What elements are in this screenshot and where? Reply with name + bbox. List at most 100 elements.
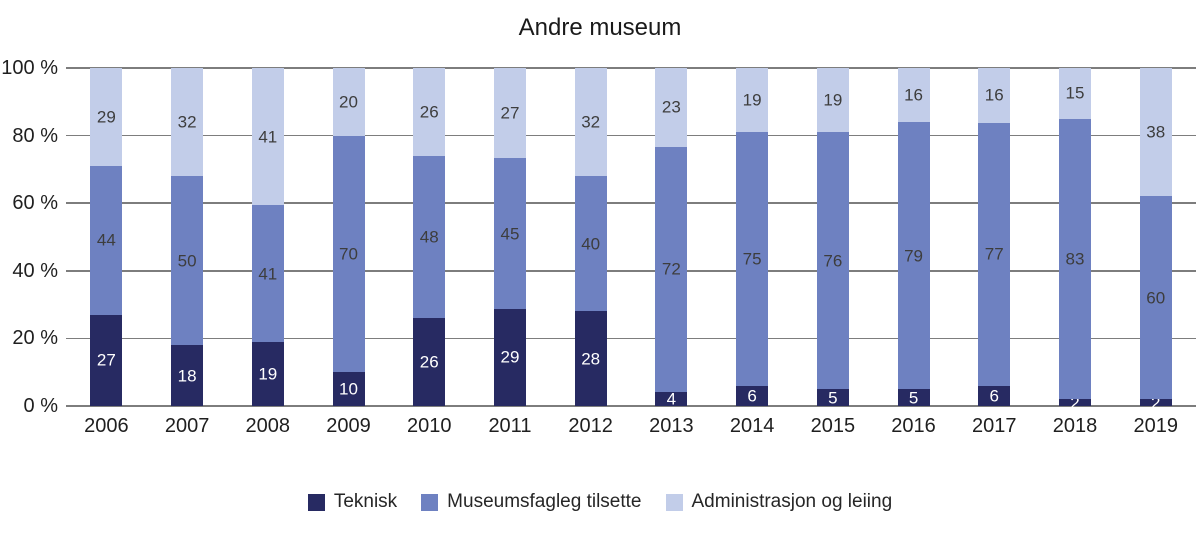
bar-value-label: 10 xyxy=(339,379,358,399)
bar-segment-administrasjon-og-leiing: 16 xyxy=(897,68,930,123)
bar-value-label: 18 xyxy=(177,366,197,386)
y-tick-label-60: 60 % xyxy=(12,192,58,215)
bar-segment-administrasjon-og-leiing: 41 xyxy=(251,68,284,206)
stacked-bar-2012: 28 40 32 xyxy=(574,68,607,406)
bar-value-label: 4 xyxy=(666,389,677,409)
bar-slot-2014: 6 75 19 xyxy=(712,68,793,406)
bar-segment-teknisk: 4 xyxy=(655,391,688,408)
bar-slot-2015: 5 76 19 xyxy=(792,68,873,406)
bar-slot-2009: 10 70 20 xyxy=(308,68,389,406)
bar-value-label: 2 xyxy=(1070,393,1080,413)
stacked-bar-2009: 10 70 20 xyxy=(332,68,365,406)
bar-value-label: 29 xyxy=(500,347,520,367)
x-tick-label-2007: 2007 xyxy=(164,415,210,437)
stacked-bar-2013: 4 72 23 xyxy=(655,68,688,408)
bars-container: 27 44 29 18 50 32 19 41 41 10 70 20 26 48 26 29 45 27 28 40… xyxy=(66,68,1196,411)
bar-segment-teknisk: 29 xyxy=(493,308,526,406)
bar-slot-2017: 6 77 16 xyxy=(954,68,1035,406)
bar-value-label: 16 xyxy=(904,85,923,105)
bar-segment-administrasjon-og-leiing: 26 xyxy=(413,68,446,156)
stacked-bar-2010: 26 48 26 xyxy=(413,68,446,406)
gridline-20 xyxy=(66,337,1196,340)
bar-segment-administrasjon-og-leiing: 19 xyxy=(816,68,849,133)
bar-value-label: 20 xyxy=(339,92,358,112)
x-tick-label-2015: 2015 xyxy=(810,415,856,437)
x-tick-label-2013: 2013 xyxy=(649,415,694,437)
bar-value-label: 19 xyxy=(742,90,762,110)
y-tick-label-20: 20 % xyxy=(12,327,58,350)
bar-segment-museumsfagleg-tilsette: 45 xyxy=(493,158,526,309)
bar-segment-museumsfagleg-tilsette: 75 xyxy=(736,132,769,386)
x-tick-label-2018: 2018 xyxy=(1052,415,1098,437)
bar-value-label: 44 xyxy=(96,230,116,250)
bar-slot-2011: 29 45 27 xyxy=(470,68,551,406)
bar-segment-museumsfagleg-tilsette: 77 xyxy=(978,122,1011,386)
bar-segment-teknisk: 2 xyxy=(1139,394,1172,411)
bar-segment-museumsfagleg-tilsette: 83 xyxy=(1058,118,1091,400)
bar-slot-2010: 26 48 26 xyxy=(389,68,470,406)
bar-segment-administrasjon-og-leiing: 32 xyxy=(171,68,204,177)
bar-segment-teknisk: 5 xyxy=(816,389,849,406)
stacked-bar-2014: 6 75 19 xyxy=(736,68,769,406)
bar-value-label: 45 xyxy=(500,224,520,244)
bar-segment-museumsfagleg-tilsette: 40 xyxy=(574,176,607,312)
chart-title: Andre museum xyxy=(518,14,682,41)
stacked-bar-2007: 18 50 32 xyxy=(171,68,204,406)
y-tick-label-40: 40 % xyxy=(12,259,58,282)
bar-segment-teknisk: 6 xyxy=(978,385,1011,406)
stacked-bar-2006: 27 44 29 xyxy=(90,68,123,406)
stacked-bar-2015: 5 76 19 xyxy=(816,68,849,406)
bar-value-label: 72 xyxy=(661,259,681,279)
bar-value-label: 16 xyxy=(984,85,1004,105)
stacked-bar-2016: 5 79 16 xyxy=(897,68,930,406)
bar-segment-museumsfagleg-tilsette: 60 xyxy=(1139,196,1172,400)
y-tick-label-80: 80 % xyxy=(12,124,58,147)
x-tick-label-2012: 2012 xyxy=(568,415,613,437)
legend-swatch-museumsfagleg-tilsette xyxy=(421,493,439,511)
bar-value-label: 2 xyxy=(1150,393,1161,413)
stacked-bar-2008: 19 41 41 xyxy=(251,68,284,406)
bar-value-label: 48 xyxy=(419,227,439,247)
bar-slot-2019: 2 60 38 xyxy=(1115,68,1196,411)
legend-item-museumsfagleg-tilsette: Museumsfagleg tilsette xyxy=(421,491,642,513)
bar-value-label: 77 xyxy=(984,244,1004,264)
bar-value-label: 6 xyxy=(989,386,999,406)
bar-segment-administrasjon-og-leiing: 27 xyxy=(493,68,526,159)
bar-value-label: 15 xyxy=(1065,83,1085,103)
stacked-bar-2018: 2 83 15 xyxy=(1058,68,1091,411)
x-tick-label-2010: 2010 xyxy=(406,415,452,437)
bar-segment-teknisk: 28 xyxy=(574,311,607,406)
bar-value-label: 60 xyxy=(1146,288,1166,308)
bar-value-label: 23 xyxy=(661,97,681,117)
bar-segment-museumsfagleg-tilsette: 76 xyxy=(816,132,849,390)
bar-value-label: 32 xyxy=(177,112,197,132)
legend-swatch-administrasjon-og-leiing xyxy=(665,493,683,511)
bar-slot-2018: 2 83 15 xyxy=(1035,68,1116,411)
gridline-40 xyxy=(66,270,1196,272)
bar-slot-2016: 5 79 16 xyxy=(873,68,954,406)
bar-slot-2013: 4 72 23 xyxy=(631,68,712,408)
bar-segment-museumsfagleg-tilsette: 79 xyxy=(897,122,930,390)
bar-segment-teknisk: 10 xyxy=(332,372,365,406)
bar-segment-teknisk: 26 xyxy=(413,318,446,406)
bar-segment-museumsfagleg-tilsette: 48 xyxy=(413,155,446,319)
bar-value-label: 41 xyxy=(258,264,278,284)
bar-segment-museumsfagleg-tilsette: 50 xyxy=(171,176,204,346)
bar-segment-teknisk: 6 xyxy=(736,385,769,406)
bar-value-label: 41 xyxy=(258,127,278,147)
bar-slot-2012: 28 40 32 xyxy=(550,68,631,406)
bar-slot-2006: 27 44 29 xyxy=(66,68,147,406)
bar-slot-2008: 19 41 41 xyxy=(227,68,308,406)
bar-segment-museumsfagleg-tilsette: 72 xyxy=(655,146,688,393)
stacked-bar-2019: 2 60 38 xyxy=(1139,68,1172,411)
legend-swatch-teknisk xyxy=(307,493,325,511)
bar-segment-administrasjon-og-leiing: 15 xyxy=(1058,68,1091,119)
bar-segment-administrasjon-og-leiing: 19 xyxy=(736,68,769,133)
bar-value-label: 5 xyxy=(828,388,838,408)
bar-value-label: 38 xyxy=(1146,122,1166,142)
legend-item-administrasjon-og-leiing: Administrasjon og leiing xyxy=(665,491,892,513)
bar-value-label: 40 xyxy=(581,234,601,254)
bar-segment-museumsfagleg-tilsette: 41 xyxy=(251,205,284,343)
gridline-80 xyxy=(66,134,1196,137)
